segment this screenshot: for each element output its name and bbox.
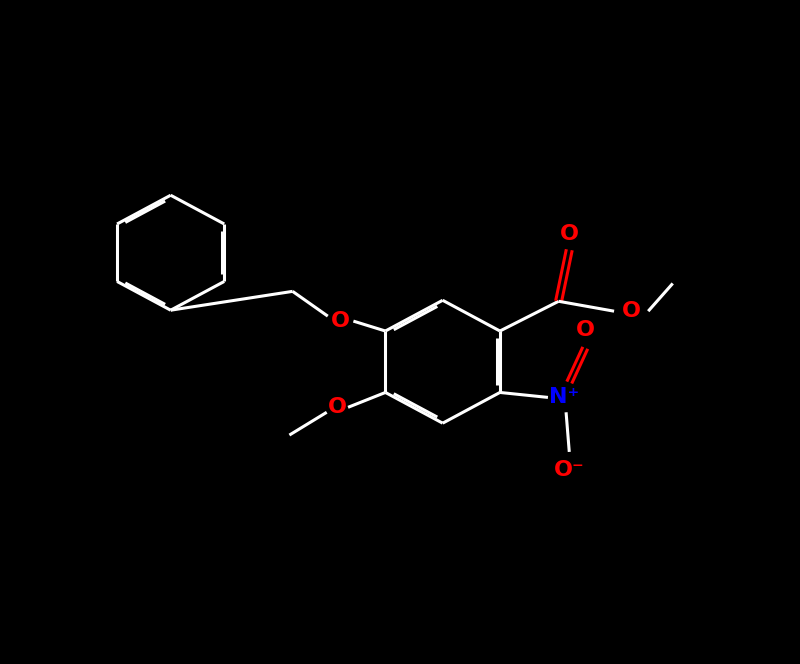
- Text: O: O: [331, 311, 350, 331]
- Text: N⁺: N⁺: [549, 387, 579, 408]
- Text: O⁻: O⁻: [554, 459, 585, 480]
- Text: O: O: [622, 301, 641, 321]
- Text: O: O: [560, 224, 578, 244]
- Text: O: O: [328, 397, 347, 417]
- Text: O: O: [576, 320, 594, 340]
